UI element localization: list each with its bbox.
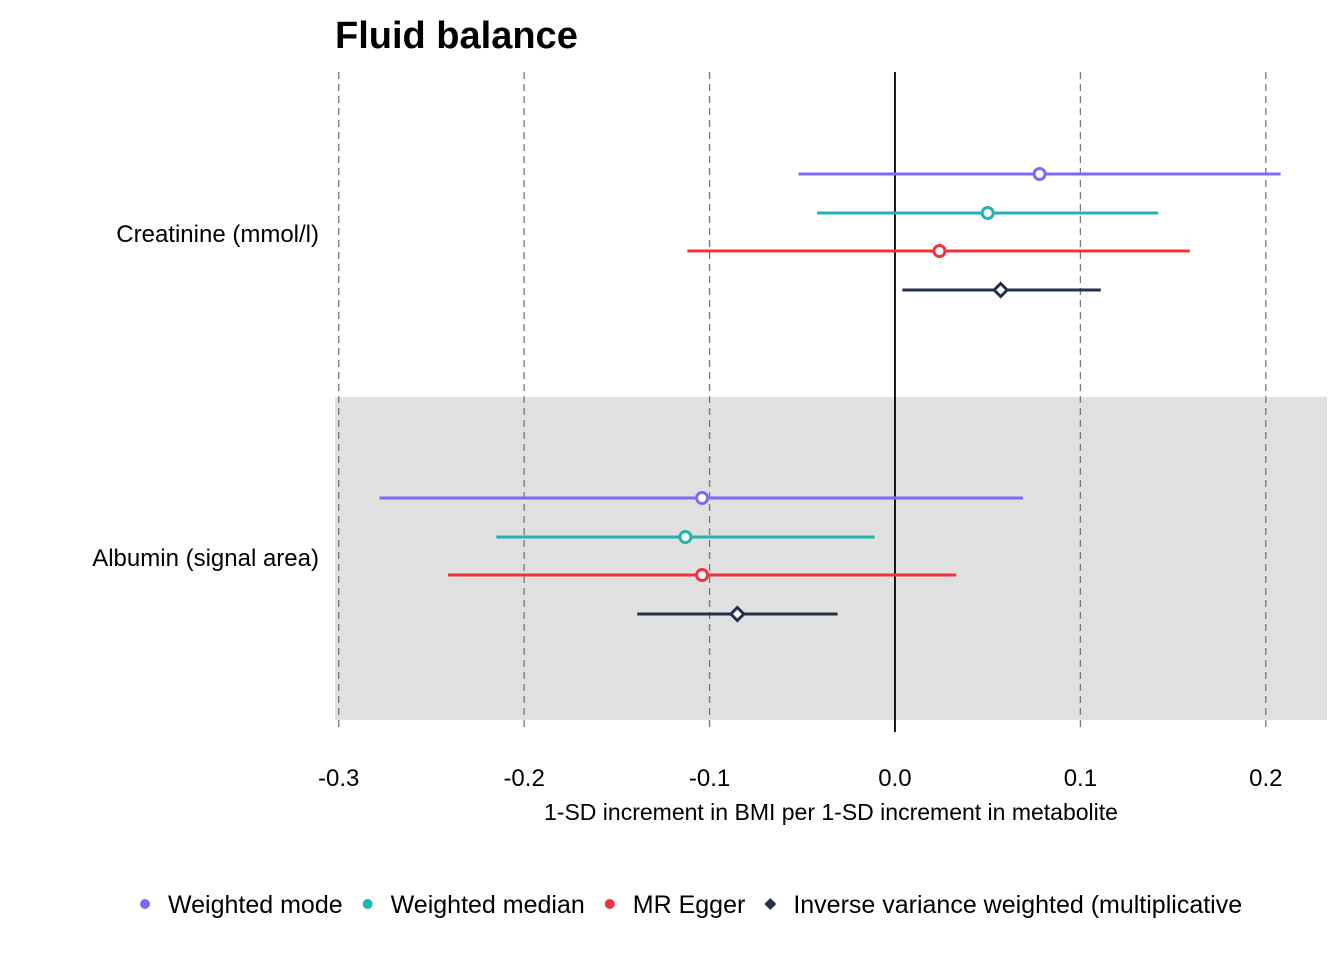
legend-item: Inverse variance weighted (multiplicativ…: [764, 891, 1242, 919]
legend-dot-key: [362, 899, 373, 909]
legend-item: Weighted mode: [140, 891, 343, 919]
point-estimate-marker: [678, 530, 693, 544]
x-axis-ticks: -0.3 -0.2 -0.1 0.0 0.1 0.2: [318, 765, 1282, 792]
x-axis-title: 1-SD increment in BMI per 1-SD increment…: [544, 799, 1118, 825]
grid-lines: [338, 72, 1267, 732]
x-tick-label: -0.2: [503, 765, 544, 792]
x-tick-label: -0.3: [318, 765, 359, 792]
legend-diamond-key: [764, 898, 777, 910]
point-estimate-marker: [695, 568, 710, 582]
row-band-shaded: [335, 397, 1327, 720]
y-axis-label: Albumin (signal area): [92, 545, 319, 572]
legend-label: MR Egger: [633, 891, 746, 919]
legend-item: MR Egger: [604, 891, 746, 919]
legend-label: Weighted mode: [168, 891, 343, 919]
legend: Weighted mode Weighted median MR Egger Inve…: [140, 891, 1242, 919]
point-estimate-marker: [980, 206, 995, 220]
point-estimate-marker: [932, 244, 947, 258]
point-estimate-marker: [695, 491, 710, 505]
legend-label: Weighted median: [391, 891, 585, 919]
y-axis-label: Creatinine (mmol/l): [116, 221, 319, 248]
x-tick-label: 0.1: [1064, 765, 1097, 792]
data-marks: [379, 167, 1281, 623]
x-tick-label: 0.0: [878, 765, 911, 792]
point-estimate-marker: [1032, 167, 1047, 181]
point-estimate-marker: [992, 281, 1010, 299]
x-tick-label: 0.2: [1249, 765, 1282, 792]
legend-item: Weighted median: [362, 891, 585, 919]
x-tick-label: -0.1: [689, 765, 730, 792]
chart-title: Fluid balance: [335, 15, 578, 57]
point-estimate-marker: [728, 605, 746, 623]
row-bands: [335, 397, 1327, 720]
legend-label: Inverse variance weighted (multiplicativ…: [793, 891, 1242, 919]
legend-dot-key: [604, 899, 615, 909]
y-axis-labels: Creatinine (mmol/l) Albumin (signal area): [92, 221, 319, 572]
legend-dot-key: [140, 899, 150, 909]
